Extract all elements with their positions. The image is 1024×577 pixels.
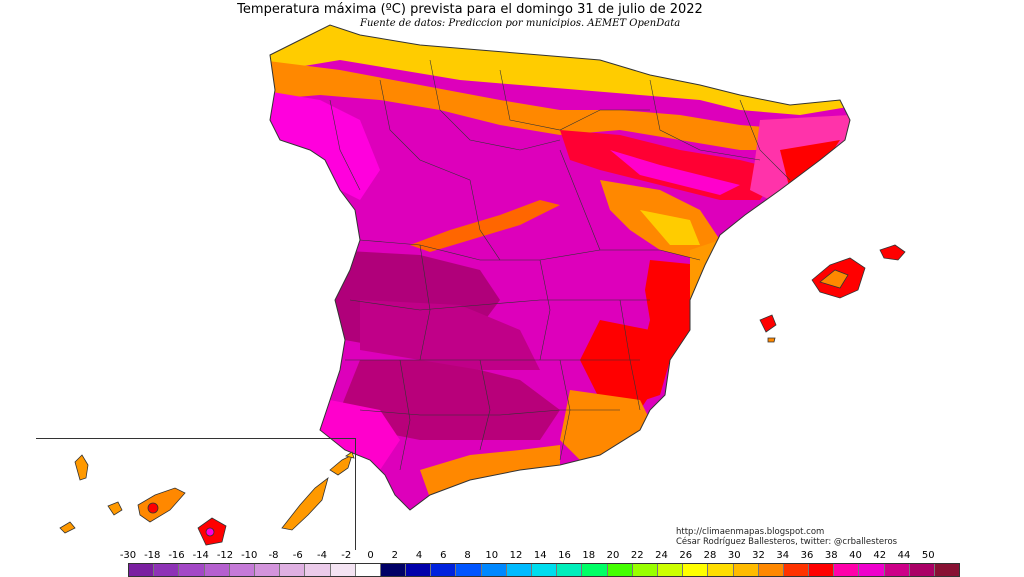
scale-swatch	[330, 564, 356, 576]
canary-islands	[59, 451, 355, 546]
el-hierro	[59, 521, 76, 534]
scale-swatch	[305, 564, 331, 576]
scale-swatch	[859, 564, 885, 576]
scale-swatch	[783, 564, 810, 576]
formentera	[767, 337, 776, 343]
scale-swatch	[935, 564, 960, 576]
scale-swatch	[431, 564, 457, 576]
peninsula-outline	[269, 24, 851, 511]
scale-swatch	[582, 564, 608, 576]
scale-label: -18	[144, 550, 161, 561]
credits-author: César Rodríguez Ballesteros, twitter: @c…	[676, 537, 898, 547]
scale-label: 32	[752, 550, 765, 561]
ibiza	[759, 314, 777, 333]
scale-swatch	[229, 564, 255, 576]
scale-swatch	[506, 564, 532, 576]
scale-swatch	[456, 564, 482, 576]
la-gomera	[107, 501, 123, 516]
scale-label: 42	[873, 550, 887, 561]
scale-label: 12	[509, 550, 523, 561]
canary-inset-frame	[36, 438, 356, 550]
fuerteventura	[281, 476, 329, 531]
scale-label: 0	[367, 550, 374, 561]
scale-bar	[128, 563, 961, 577]
la-palma	[74, 454, 89, 481]
scale-swatch	[657, 564, 684, 576]
credits-url: http://climaenmapas.blogspot.com	[676, 527, 825, 537]
scale-label: 6	[440, 550, 447, 561]
scale-swatch	[557, 564, 583, 576]
scale-swatch	[481, 564, 507, 576]
scale-swatch	[909, 564, 935, 576]
scale-label: 30	[727, 550, 741, 561]
map-subtitle: Fuente de datos: Prediccion por municipi…	[360, 18, 681, 29]
scale-label: 40	[849, 550, 862, 561]
scale-label: 16	[558, 550, 571, 561]
scale-label: -16	[168, 550, 185, 561]
scale-label: 34	[776, 550, 790, 561]
scale-swatch	[733, 564, 759, 576]
scale-swatch	[129, 564, 155, 576]
scale-label: 22	[630, 550, 644, 561]
scale-label: 50	[921, 550, 935, 561]
scale-label: -8	[268, 550, 279, 561]
scale-label: 8	[464, 550, 471, 561]
scale-swatch	[154, 564, 180, 576]
scale-label: 28	[703, 550, 717, 561]
scale-label: 36	[800, 550, 814, 561]
scale-label: 20	[606, 550, 620, 561]
scale-label: 18	[582, 550, 596, 561]
scale-label: 24	[655, 550, 668, 561]
scale-label: -10	[241, 550, 258, 561]
scale-label: 4	[415, 550, 423, 561]
scale-swatch	[204, 564, 230, 576]
scale-swatch	[355, 564, 381, 576]
scale-swatch	[708, 564, 734, 576]
balearic-islands	[759, 244, 906, 343]
scale-swatch	[607, 564, 633, 576]
scale-label: -30	[119, 550, 137, 561]
menorca	[879, 244, 906, 261]
scale-label: -4	[317, 550, 327, 561]
scale-swatch	[532, 564, 558, 576]
scale-label: -2	[341, 550, 352, 561]
scale-swatch	[683, 564, 709, 576]
scale-label: 44	[897, 550, 911, 561]
scale-swatch	[280, 564, 306, 576]
scale-label: 26	[679, 550, 693, 561]
scale-swatch	[632, 564, 658, 576]
province-borders	[329, 59, 791, 471]
scale-label: -6	[292, 550, 303, 561]
scale-label: 14	[533, 550, 547, 561]
temperature-scale: -30 -18 -16 -14 -12 -10 -8 -6 -4 -2 0 2 4 6 8 10 12 14 16 1…	[118, 550, 961, 577]
scale-swatch	[254, 564, 281, 576]
tenerife	[137, 487, 186, 523]
scale-label: -12	[216, 550, 234, 561]
scale-label: 38	[824, 550, 838, 561]
scale-label: 10	[485, 550, 499, 561]
scale-swatch	[884, 564, 910, 576]
scale-swatch	[834, 564, 860, 576]
scale-swatch	[809, 564, 835, 576]
scale-label: -14	[192, 550, 209, 561]
scale-swatch	[179, 564, 205, 576]
scale-swatch	[758, 564, 784, 576]
map-title: Temperatura máxima (ºC) prevista para el…	[237, 2, 703, 17]
lanzarote	[329, 454, 353, 476]
scale-label: 2	[391, 550, 398, 561]
scale-swatch	[406, 564, 432, 576]
scale-labels: -30 -18 -16 -14 -12 -10 -8 -6 -4 -2 0 2 4 6 8 10 12 14 16 1…	[118, 550, 938, 562]
credits: http://climaenmapas.blogspot.com César R…	[676, 527, 897, 547]
scale-swatch	[380, 564, 407, 576]
